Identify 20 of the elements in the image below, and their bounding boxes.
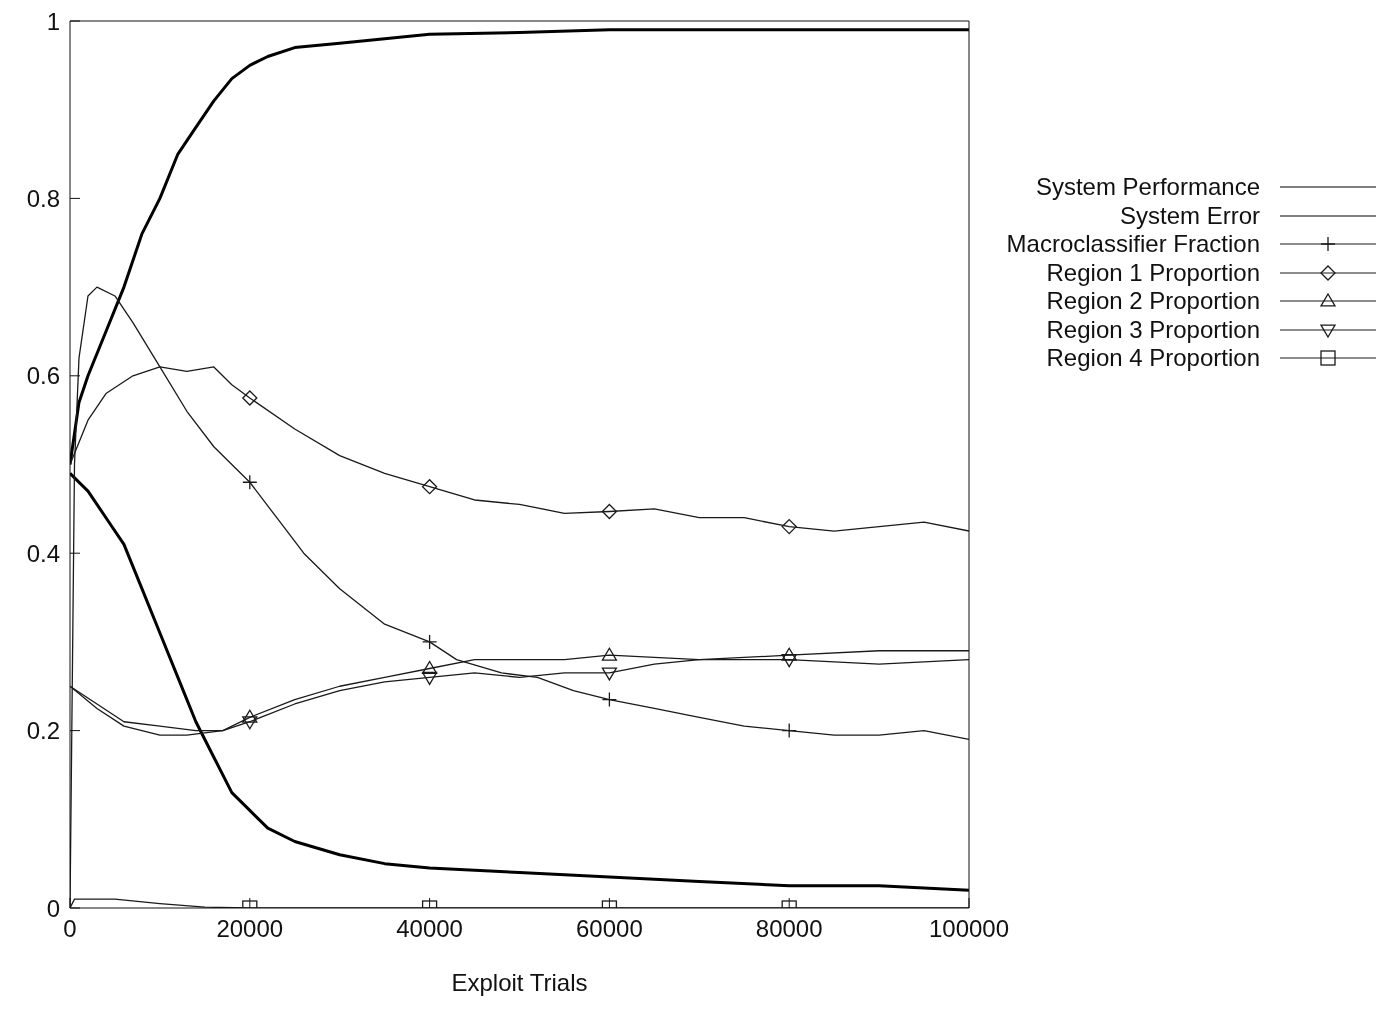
- legend-label: Region 3 Proportion: [1046, 315, 1260, 344]
- legend-label: Region 2 Proportion: [1046, 287, 1260, 316]
- y-tick-label: 0.6: [26, 362, 60, 390]
- x-tick-label: 80000: [755, 915, 823, 943]
- y-tick-label: 0.8: [26, 184, 60, 212]
- x-tick-label: 0: [63, 915, 77, 943]
- legend-label: Macroclassifier Fraction: [1006, 230, 1260, 259]
- y-tick-label: 0.4: [26, 539, 60, 567]
- legend-label: System Error: [1119, 201, 1260, 230]
- y-tick-label: 1: [46, 7, 60, 35]
- legend-label: Region 4 Proportion: [1046, 344, 1260, 373]
- y-tick-label: 0: [46, 894, 60, 922]
- legend-label: System Performance: [1035, 173, 1260, 202]
- x-tick-label: 100000: [928, 915, 1010, 943]
- x-tick-label: 60000: [576, 915, 643, 943]
- y-tick-label: 0.2: [26, 717, 60, 745]
- x-tick-label: 20000: [216, 915, 284, 943]
- x-tick-label: 40000: [396, 915, 463, 943]
- legend-label: Region 1 Proportion: [1046, 258, 1260, 287]
- x-axis-title: Exploit Trials: [451, 969, 588, 996]
